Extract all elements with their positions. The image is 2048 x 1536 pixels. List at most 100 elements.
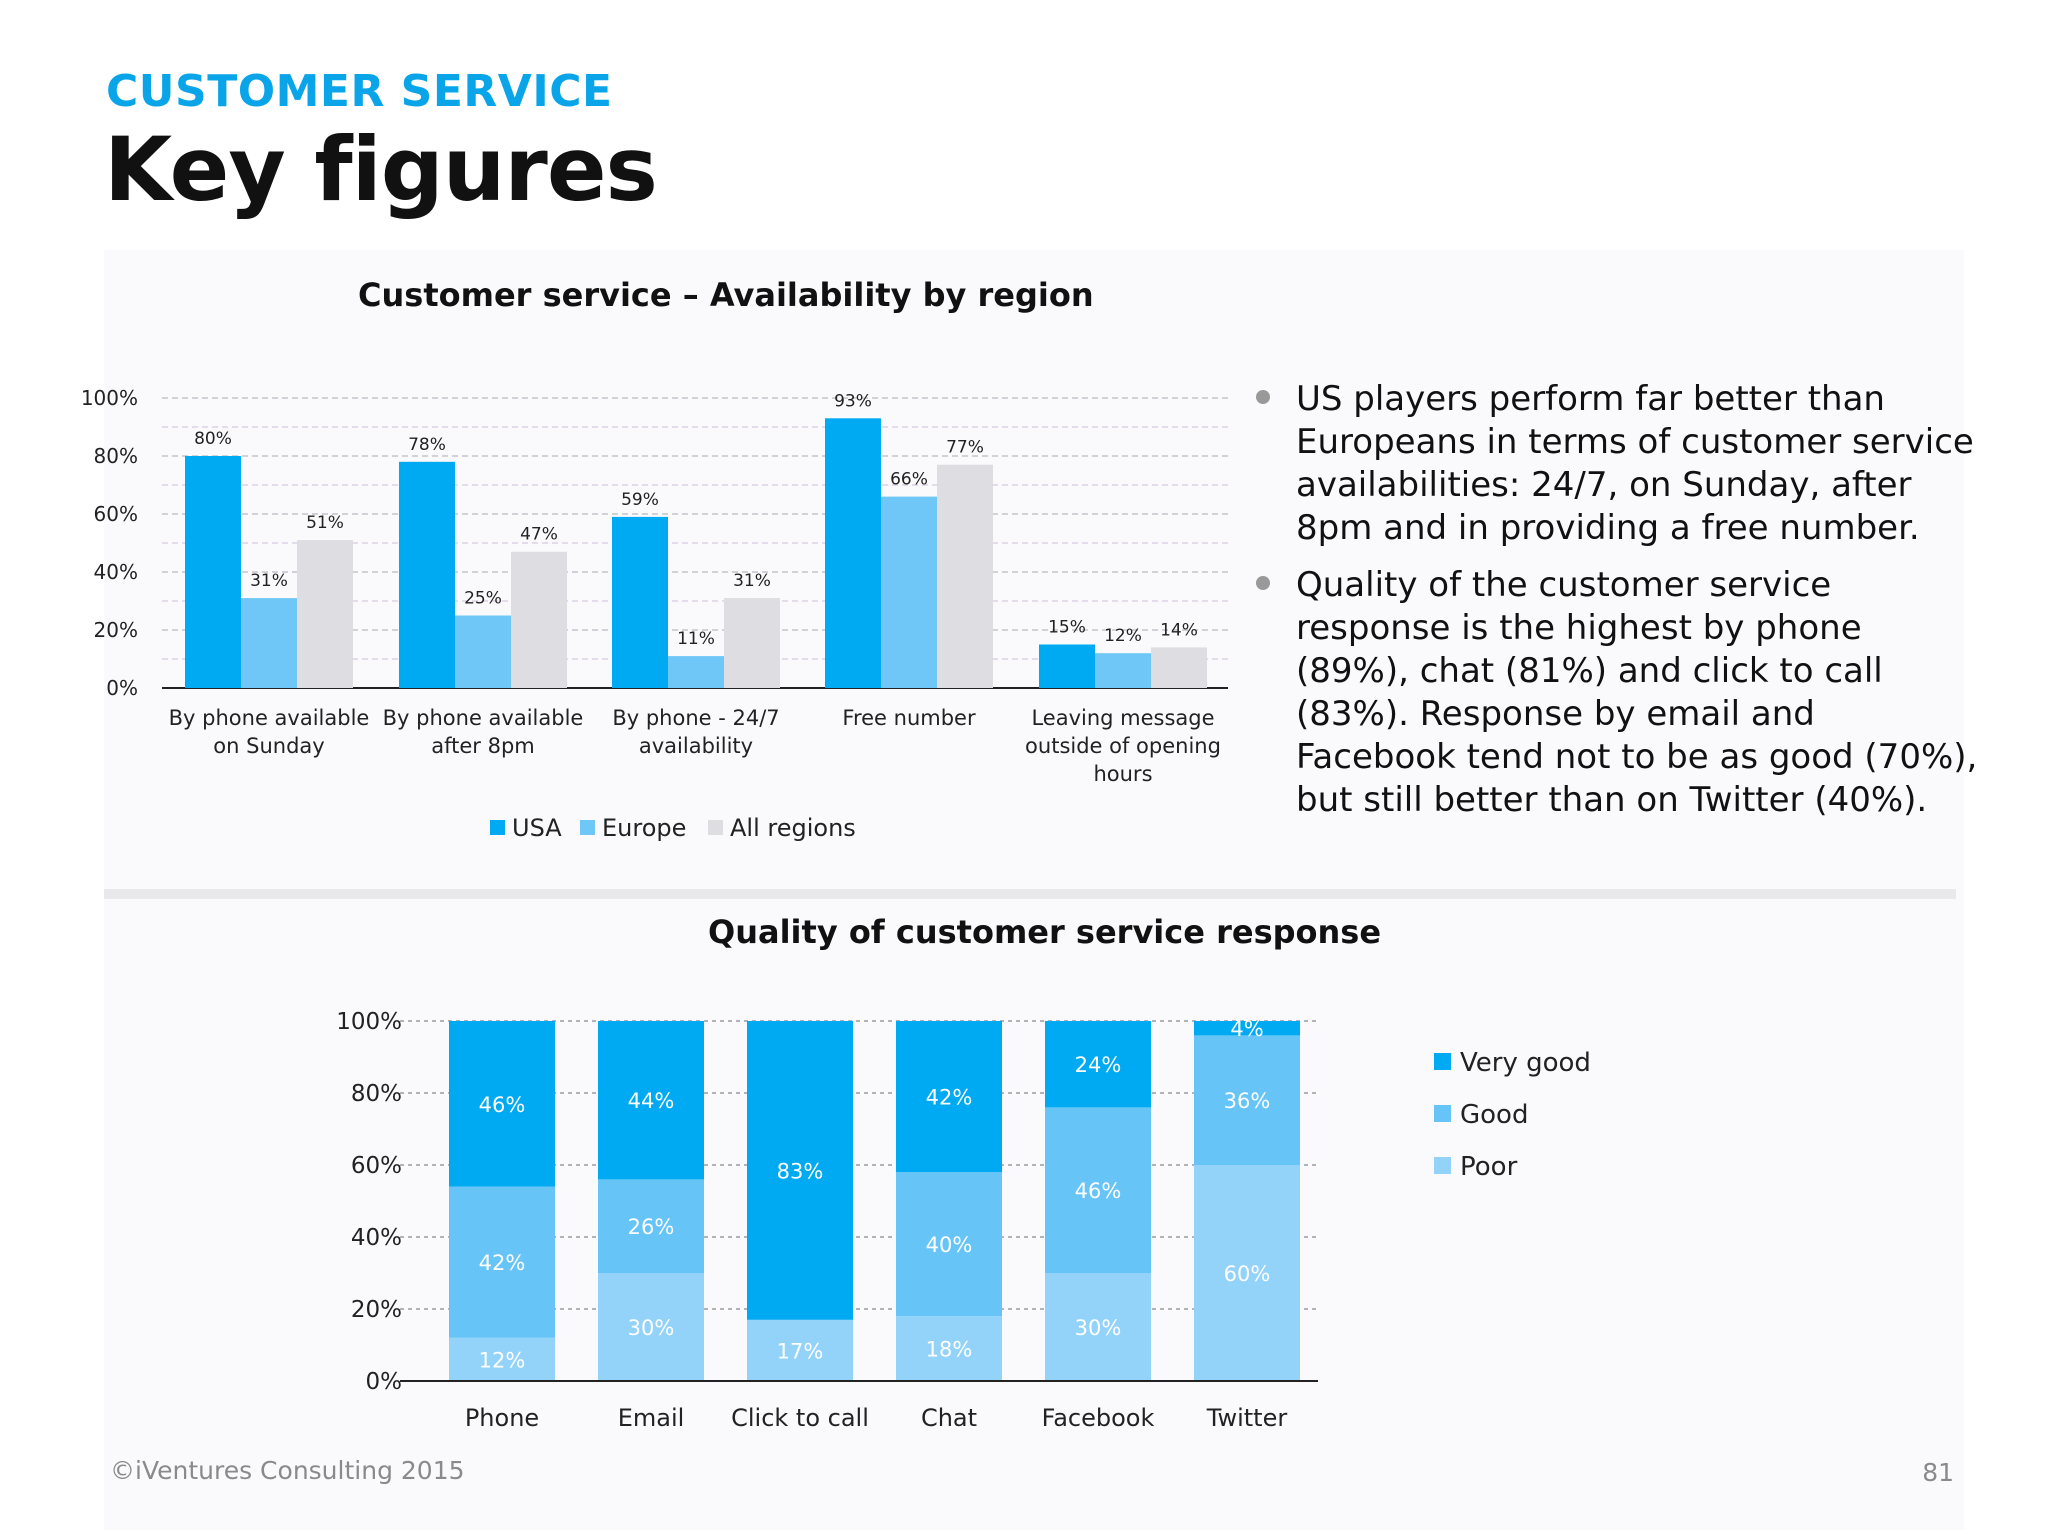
legend-label: USA: [512, 814, 562, 842]
segment-very-good: [598, 1021, 704, 1180]
data-label: 44%: [628, 1089, 675, 1113]
data-label: 66%: [890, 470, 928, 490]
legend-label: All regions: [730, 814, 856, 842]
availability-chart-title: Customer service – Availability by regio…: [358, 276, 1094, 314]
data-label: 11%: [677, 629, 715, 649]
data-label: 15%: [1048, 618, 1086, 638]
segment-poor: [1194, 1165, 1300, 1381]
quality-chart-title: Quality of customer service response: [708, 913, 1382, 951]
data-label: 12%: [1104, 626, 1142, 646]
data-label: 51%: [306, 513, 344, 533]
bullet-dot-icon: [1256, 576, 1270, 590]
category-label: availability: [639, 734, 753, 758]
data-label: 36%: [1224, 1089, 1271, 1113]
category-label: Facebook: [1042, 1404, 1155, 1432]
category-label: By phone - 24/7: [612, 706, 779, 730]
data-label: 59%: [621, 490, 659, 510]
bar-all-regions: [724, 598, 780, 688]
data-label: 80%: [194, 429, 232, 449]
data-label: 24%: [1075, 1053, 1122, 1077]
segment-poor: [1045, 1273, 1151, 1381]
segment-poor: [747, 1319, 853, 1381]
bar-all-regions: [511, 551, 567, 688]
bar-usa: [185, 456, 241, 688]
copyright: ©iVentures Consulting 2015: [110, 1456, 465, 1485]
section-divider: [104, 889, 1956, 899]
bar-europe: [241, 598, 297, 688]
data-label: 30%: [628, 1316, 675, 1340]
legend-swatch: [1434, 1105, 1451, 1122]
bar-all-regions: [937, 464, 993, 688]
quality-chart: 0% 20% 40% 60% 80% 100% 12% 42% 46% Phone 30% 26% 44…: [336, 1009, 1591, 1432]
availability-chart: 0% 20% 40% 60% 80% 100% 80% 31% 51% By phone avai…: [81, 386, 1228, 842]
data-label: 47%: [520, 525, 558, 545]
data-label: 31%: [733, 571, 771, 591]
data-label: 25%: [464, 589, 502, 609]
page-title: Key figures: [104, 118, 658, 221]
bar-europe: [668, 656, 724, 688]
data-label: 83%: [777, 1159, 824, 1183]
y-tick-label: 100%: [81, 386, 138, 410]
data-label: 42%: [479, 1251, 526, 1275]
category-label: hours: [1093, 762, 1152, 786]
segment-good: [896, 1172, 1002, 1317]
y-tick-label: 100%: [336, 1009, 402, 1035]
legend-label: Very good: [1460, 1048, 1591, 1078]
data-label: 77%: [946, 438, 984, 458]
data-label: 46%: [479, 1093, 526, 1117]
bar-all-regions: [1151, 647, 1207, 688]
category-label: Twitter: [1206, 1404, 1288, 1432]
bullet-text: Quality of the customer service response…: [1296, 565, 1978, 820]
data-label: 30%: [1075, 1316, 1122, 1340]
segment-good: [1194, 1035, 1300, 1165]
data-label: 26%: [628, 1215, 675, 1239]
segment-very-good: [1045, 1021, 1151, 1108]
category-label: on Sunday: [213, 734, 324, 758]
category-label: Leaving message: [1031, 706, 1214, 730]
y-tick-label: 80%: [351, 1081, 402, 1107]
y-tick-label: 0%: [366, 1369, 403, 1395]
segment-very-good: [1194, 1021, 1300, 1036]
y-tick-label: 60%: [94, 502, 138, 526]
category-label: Email: [618, 1404, 685, 1432]
section-kicker: CUSTOMER SERVICE: [106, 66, 613, 117]
category-label: By phone available: [383, 706, 584, 730]
segment-very-good: [896, 1021, 1002, 1173]
segment-good: [598, 1179, 704, 1273]
data-label: 78%: [408, 435, 446, 455]
legend-swatch: [1434, 1157, 1451, 1174]
data-label: 4%: [1230, 1017, 1263, 1041]
bar-europe: [455, 615, 511, 688]
bar-usa: [399, 461, 455, 688]
bar-europe: [881, 496, 937, 688]
segment-poor: [598, 1273, 704, 1381]
segment-good: [449, 1186, 555, 1338]
bullet-item: US players perform far better than Europ…: [1256, 378, 1978, 550]
legend-swatch: [708, 820, 723, 835]
bar-usa: [825, 418, 881, 688]
data-label: 60%: [1224, 1262, 1271, 1286]
y-tick-label: 20%: [94, 618, 138, 642]
bar-usa: [1039, 644, 1095, 688]
legend-swatch: [1434, 1053, 1451, 1070]
data-label: 17%: [777, 1339, 824, 1363]
data-label: 42%: [926, 1086, 973, 1110]
data-label: 46%: [1075, 1179, 1122, 1203]
bullet-item: Quality of the customer service response…: [1256, 564, 1978, 822]
legend-label: Poor: [1460, 1152, 1518, 1182]
bar-usa: [612, 516, 668, 688]
y-tick-label: 20%: [351, 1297, 402, 1323]
segment-poor: [896, 1316, 1002, 1381]
page-number: 81: [1922, 1458, 1954, 1487]
bar-all-regions: [297, 540, 353, 688]
data-label: 40%: [926, 1233, 973, 1257]
data-label: 31%: [250, 571, 288, 591]
bar-europe: [1095, 653, 1151, 688]
category-label: outside of opening: [1025, 734, 1221, 758]
data-label: 18%: [926, 1338, 973, 1362]
bullet-text: US players perform far better than Europ…: [1296, 379, 1974, 548]
y-tick-label: 80%: [94, 444, 138, 468]
legend-swatch: [490, 820, 505, 835]
segment-very-good: [747, 1021, 853, 1320]
legend-label: Europe: [602, 814, 686, 842]
